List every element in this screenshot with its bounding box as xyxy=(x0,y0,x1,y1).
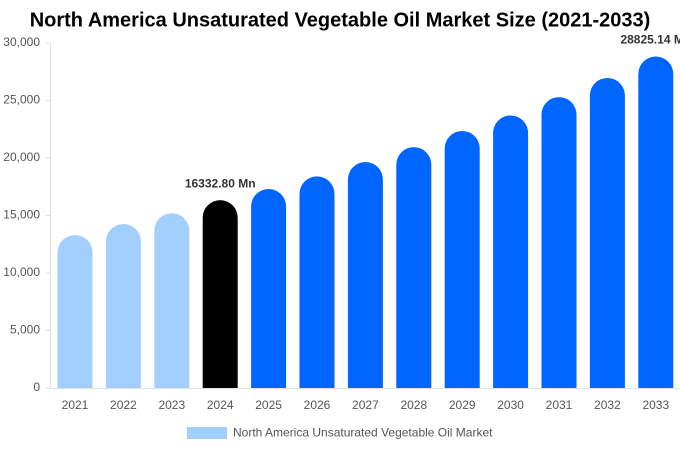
bar xyxy=(154,213,190,388)
bar xyxy=(493,115,529,388)
legend-swatch xyxy=(187,427,227,439)
bar xyxy=(251,189,287,388)
y-tick-label: 30,000 xyxy=(3,35,40,49)
value-label: 28825.14 Mn xyxy=(620,33,680,47)
y-tick-label: 0 xyxy=(33,380,40,394)
x-tick-label: 2028 xyxy=(400,398,427,412)
bar xyxy=(299,176,335,388)
chart-title: North America Unsaturated Vegetable Oil … xyxy=(30,9,651,31)
y-tick-label: 25,000 xyxy=(3,93,40,107)
bar xyxy=(57,235,93,388)
x-tick-label: 2033 xyxy=(642,398,669,412)
x-tick-label: 2029 xyxy=(449,398,476,412)
y-tick-label: 15,000 xyxy=(3,208,40,222)
y-tick-label: 10,000 xyxy=(3,265,40,279)
legend-label: North America Unsaturated Vegetable Oil … xyxy=(233,426,493,440)
x-tick-label: 2027 xyxy=(352,398,379,412)
y-tick-label: 5,000 xyxy=(10,323,40,337)
bar xyxy=(541,97,577,389)
bar xyxy=(638,56,674,388)
x-tick-label: 2024 xyxy=(207,398,234,412)
bar xyxy=(444,130,480,388)
x-tick-label: 2026 xyxy=(304,398,331,412)
x-tick-label: 2022 xyxy=(110,398,137,412)
value-label: 16332.80 Mn xyxy=(185,176,256,190)
x-tick-label: 2023 xyxy=(158,398,185,412)
x-tick-label: 2030 xyxy=(497,398,524,412)
x-tick-label: 2021 xyxy=(62,398,89,412)
bar xyxy=(202,200,238,388)
bar xyxy=(105,224,141,388)
y-tick-label: 20,000 xyxy=(3,150,40,164)
x-tick-label: 2032 xyxy=(594,398,621,412)
x-tick-label: 2025 xyxy=(255,398,282,412)
x-tick-label: 2031 xyxy=(546,398,573,412)
bar xyxy=(396,147,432,388)
bar xyxy=(347,162,383,388)
bar xyxy=(589,77,625,388)
